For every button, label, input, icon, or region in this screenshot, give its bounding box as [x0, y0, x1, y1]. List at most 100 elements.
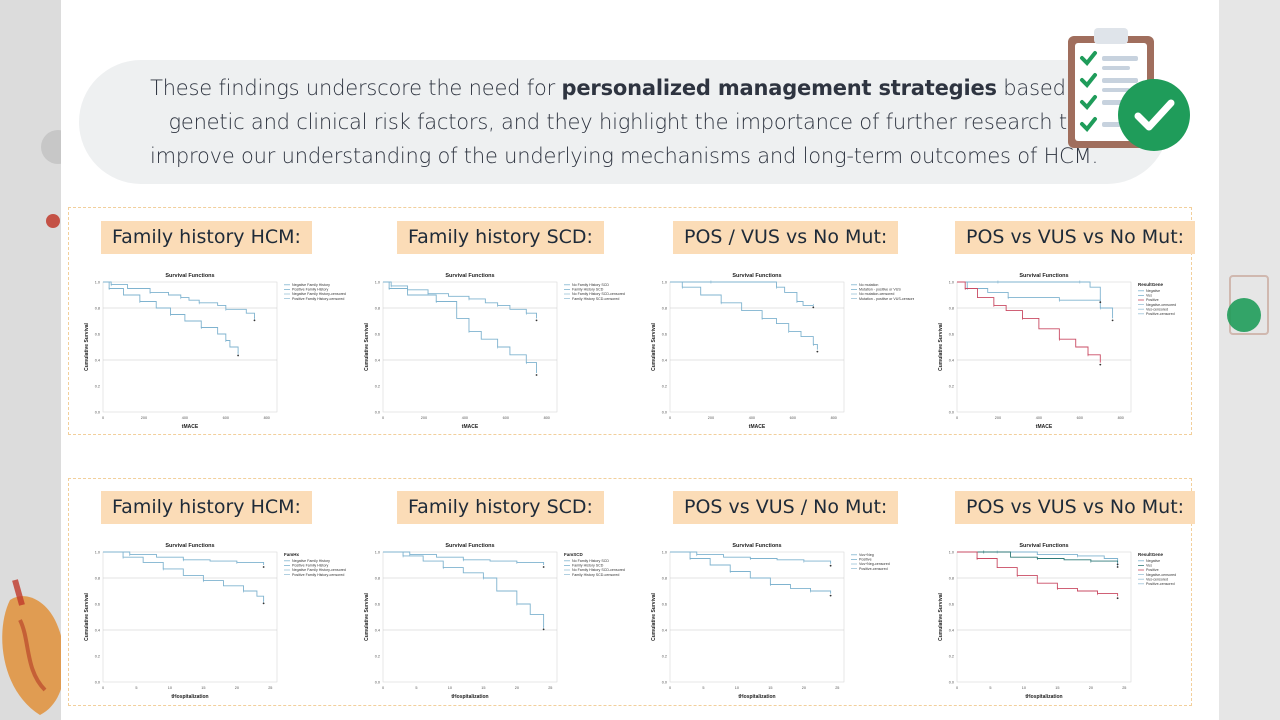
- legend-entry: Family History SCD: [572, 288, 604, 292]
- x-tick-label: 15: [201, 686, 205, 690]
- legend-entry: Positive-censored: [1146, 582, 1175, 586]
- km-chart-svg: Survival Functions 0.0 0.2 0.4 0.6 0.8 1.0 0 5 10…: [651, 543, 890, 700]
- y-tick-label: 0.0: [375, 681, 380, 685]
- chart-label-6: POS vs VUS / No Mut:: [673, 491, 899, 524]
- x-tick-label: 5: [135, 686, 137, 690]
- y-tick-label: 0.2: [949, 655, 954, 659]
- legend-entry: Positive Family History-censored: [292, 297, 344, 301]
- legend-entry: No Family History SCD: [572, 559, 609, 563]
- x-tick-label: 600: [223, 416, 229, 420]
- clipboard-checklist-icon: [1068, 28, 1190, 151]
- x-tick-label: 10: [1022, 686, 1026, 690]
- chart-label-2: POS / VUS vs No Mut:: [673, 221, 899, 254]
- legend-entry: Vus-censored: [1146, 577, 1168, 581]
- survival-curve-1: [957, 551, 1119, 563]
- findings-text-post: based on genetic and clinical risk facto…: [149, 76, 1099, 168]
- x-tick-label: 400: [462, 416, 468, 420]
- y-tick-label: 0.8: [662, 577, 667, 581]
- y-tick-label: 0.2: [662, 655, 667, 659]
- x-axis-label: tHospitalization: [738, 694, 775, 700]
- x-tick-label: 0: [102, 686, 104, 690]
- legend-entry: No mutation: [859, 283, 878, 287]
- end-point: [535, 319, 538, 322]
- end-point: [535, 374, 538, 376]
- hospitalization-section: [68, 478, 1192, 706]
- x-tick-label: 200: [421, 416, 427, 420]
- legend-entry: Family History SCD-censored: [572, 573, 619, 577]
- legend-entry: No Family History SCD-censored: [572, 292, 625, 296]
- plot-frame: [382, 281, 558, 413]
- x-tick-label: 20: [1089, 686, 1093, 690]
- plot-frame: [669, 551, 845, 683]
- y-tick-label: 0.4: [375, 359, 380, 363]
- end-point: [253, 319, 256, 322]
- x-axis-label: tMACE: [749, 424, 766, 430]
- x-tick-label: 20: [235, 686, 239, 690]
- x-tick-label: 5: [989, 686, 991, 690]
- x-axis-label: tHospitalization: [1025, 694, 1062, 700]
- legend-entry: Vus: [1146, 564, 1152, 568]
- legend-entry: Positive Family History: [292, 288, 329, 292]
- y-tick-label: 0.6: [662, 333, 667, 337]
- end-point: [237, 354, 240, 357]
- survival-curve-1: [670, 551, 832, 594]
- y-tick-label: 1.0: [95, 281, 100, 285]
- legend-title: FamHx: [284, 552, 300, 557]
- legend-title: FamSCD: [564, 552, 584, 557]
- y-tick-label: 0.4: [662, 359, 667, 363]
- y-tick-label: 0.6: [949, 603, 954, 607]
- x-tick-label: 400: [1036, 416, 1042, 420]
- findings-text: These findings underscore the need for p…: [144, 71, 1104, 173]
- km-chart-4: Survival Functions 0.0 0.2 0.4 0.6 0.8 1.0 0 5 10…: [79, 538, 347, 703]
- chart-label-7: POS vs VUS vs No Mut:: [955, 491, 1196, 524]
- findings-text-bold: personalized management strategies: [561, 76, 997, 100]
- legend-entry: Negative-censored: [1146, 573, 1176, 577]
- legend-entry: Negative Family History-censored: [292, 568, 346, 572]
- km-chart-5: Survival Functions 0.0 0.2 0.4 0.6 0.8 1.0 0 5 10…: [359, 538, 627, 703]
- y-tick-label: 1.0: [949, 281, 954, 285]
- y-tick-label: 0.2: [375, 385, 380, 389]
- y-tick-label: 0.0: [95, 411, 100, 415]
- legend-entry: No mutation-censored: [859, 292, 894, 296]
- x-axis-label: tHospitalization: [171, 694, 208, 700]
- y-tick-label: 0.4: [95, 359, 100, 363]
- km-chart-svg: Survival Functions 0.0 0.2 0.4 0.6 0.8 1.0 0 200…: [84, 273, 346, 430]
- background-red-dot: [46, 214, 60, 228]
- y-tick-label: 0.4: [95, 629, 100, 633]
- chart-title: Survival Functions: [732, 543, 781, 549]
- legend-entry: Family History SCD: [572, 564, 604, 568]
- y-tick-label: 0.2: [375, 655, 380, 659]
- check-thumb-icon: [1227, 298, 1261, 332]
- y-tick-label: 0.2: [95, 385, 100, 389]
- plot-frame: [382, 551, 558, 683]
- y-tick-label: 0.6: [375, 333, 380, 337]
- legend-entry: Negative: [1146, 559, 1160, 563]
- y-tick-label: 1.0: [949, 551, 954, 555]
- y-axis-label: Cumulative Survival: [84, 322, 90, 370]
- km-chart-svg: Survival Functions 0.0 0.2 0.4 0.6 0.8 1.0 0 5 10…: [364, 543, 625, 700]
- km-chart-svg: Survival Functions 0.0 0.2 0.4 0.6 0.8 1.0 0 200…: [651, 273, 914, 430]
- plot-frame: [956, 551, 1132, 683]
- legend-entry: Negative Family History-censored: [292, 292, 346, 296]
- chart-title: Survival Functions: [1019, 543, 1068, 549]
- x-tick-label: 800: [264, 416, 270, 420]
- slide: These findings underscore the need for p…: [61, 0, 1219, 720]
- y-axis-label: Cumulative Survival: [364, 592, 370, 640]
- x-tick-label: 200: [995, 416, 1001, 420]
- survival-curve-0: [957, 281, 1114, 319]
- chart-title: Survival Functions: [732, 273, 781, 279]
- y-tick-label: 0.0: [949, 681, 954, 685]
- x-tick-label: 10: [168, 686, 172, 690]
- legend-entry: Positive: [1146, 298, 1159, 302]
- x-tick-label: 200: [141, 416, 147, 420]
- y-tick-label: 0.0: [949, 411, 954, 415]
- y-axis-label: Cumulative Survival: [364, 322, 370, 370]
- x-tick-label: 200: [708, 416, 714, 420]
- y-tick-label: 0.2: [662, 385, 667, 389]
- legend-entry: Positive: [859, 558, 872, 562]
- x-tick-label: 10: [448, 686, 452, 690]
- survival-curve-0: [103, 281, 255, 319]
- y-axis-label: Cumulative Survival: [651, 592, 657, 640]
- end-point: [1111, 319, 1114, 322]
- end-point: [829, 594, 832, 597]
